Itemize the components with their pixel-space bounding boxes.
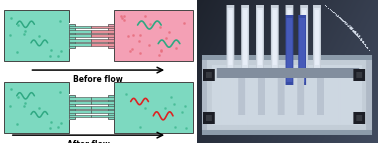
Bar <box>69 106 91 109</box>
Bar <box>69 102 91 104</box>
Bar <box>4 82 69 133</box>
Bar <box>69 115 91 118</box>
Bar <box>69 30 91 33</box>
Bar <box>69 95 75 119</box>
Text: After flow: After flow <box>67 140 110 143</box>
Bar <box>69 97 91 100</box>
Bar <box>69 24 75 48</box>
Bar <box>69 94 114 120</box>
Bar <box>114 10 193 61</box>
Bar <box>91 97 114 100</box>
Bar <box>91 106 114 109</box>
Bar <box>91 39 114 41</box>
Bar <box>91 25 114 28</box>
Bar <box>91 30 114 33</box>
Bar <box>91 102 114 104</box>
Bar <box>108 24 114 48</box>
Bar <box>69 23 114 49</box>
Text: Before flow: Before flow <box>73 75 123 84</box>
Bar <box>69 25 91 28</box>
Bar <box>4 10 69 61</box>
Bar <box>91 110 114 113</box>
Bar <box>108 95 114 119</box>
Bar <box>69 43 91 46</box>
Bar <box>91 34 114 37</box>
Bar <box>69 34 91 37</box>
Bar <box>69 39 91 41</box>
Bar <box>114 82 193 133</box>
Bar <box>69 110 91 113</box>
Bar <box>91 43 114 46</box>
Bar <box>91 115 114 118</box>
